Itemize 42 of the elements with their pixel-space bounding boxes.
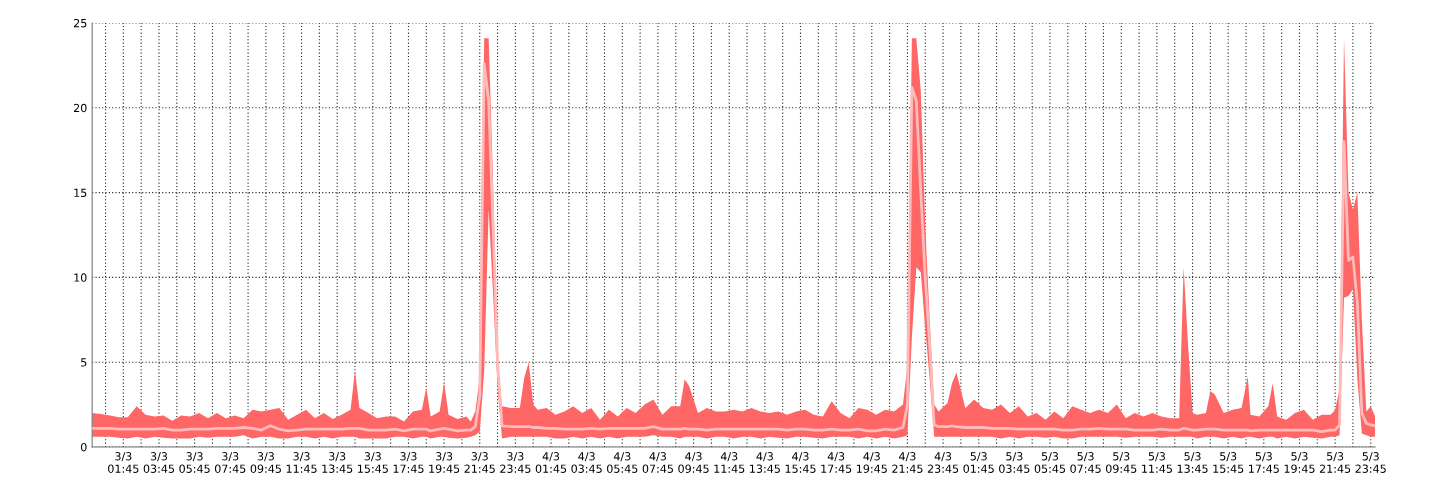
x-tick-label: 4/3 07:45 <box>642 452 673 473</box>
x-tick-label: 4/3 03:45 <box>571 452 602 473</box>
x-tick-label: 3/3 07:45 <box>214 452 246 473</box>
x-tick-label: 4/3 17:45 <box>821 452 852 473</box>
x-tick-label: 4/3 15:45 <box>785 452 816 473</box>
x-tick-label: 3/3 19:45 <box>429 452 460 473</box>
x-tick-label: 5/3 13:45 <box>1177 452 1208 473</box>
y-tick-label: 25 <box>73 18 87 28</box>
x-tick-label: 4/3 19:45 <box>856 452 887 473</box>
x-tick-label: 3/3 23:45 <box>500 452 531 473</box>
x-tick-label: 3/3 13:45 <box>322 452 353 473</box>
x-tick-label: 3/3 21:45 <box>464 452 495 473</box>
x-tick-label: 3/3 11:45 <box>286 452 317 473</box>
x-tick-label: 3/3 01:45 <box>108 452 139 473</box>
x-tick-label: 4/3 13:45 <box>750 452 780 473</box>
x-tick-label: 5/3 09:45 <box>1105 452 1137 473</box>
x-tick-label: 4/3 01:45 <box>535 452 567 473</box>
x-tick-label: 3/3 03:45 <box>143 452 175 473</box>
x-tick-label: 4/3 21:45 <box>892 452 923 473</box>
y-tick-label: 20 <box>73 103 87 113</box>
x-tick-label: 3/3 15:45 <box>358 452 388 473</box>
y-tick-label: 15 <box>74 188 87 197</box>
x-tick-label: 5/3 11:45 <box>1142 452 1172 473</box>
x-tick-label: 5/3 19:45 <box>1284 452 1315 473</box>
x-tick-label: 3/3 09:45 <box>250 452 281 473</box>
x-tick-label: 4/3 11:45 <box>714 452 745 473</box>
x-tick-label: 5/3 21:45 <box>1319 452 1351 473</box>
x-tick-label: 5/3 01:45 <box>963 452 994 473</box>
x-tick-label: 5/3 17:45 <box>1249 452 1279 473</box>
y-tick-label: 5 <box>81 358 87 367</box>
x-tick-label: 4/3 05:45 <box>607 452 638 473</box>
x-tick-label: 5/3 03:45 <box>999 452 1030 473</box>
x-tick-label: 5/3 23:45 <box>1355 452 1386 473</box>
x-tick-label: 3/3 17:45 <box>393 452 424 473</box>
x-tick-label: 4/3 23:45 <box>927 452 959 473</box>
y-tick-label: 10 <box>74 273 87 282</box>
y-tick-label: 0 <box>80 442 87 452</box>
x-tick-label: 4/3 09:45 <box>678 452 709 473</box>
x-tick-label: 5/3 07:45 <box>1070 452 1101 473</box>
x-tick-label: 3/3 05:45 <box>179 452 210 473</box>
x-tick-label: 5/3 15:45 <box>1213 452 1244 473</box>
x-tick-label: 5/3 05:45 <box>1034 452 1066 473</box>
